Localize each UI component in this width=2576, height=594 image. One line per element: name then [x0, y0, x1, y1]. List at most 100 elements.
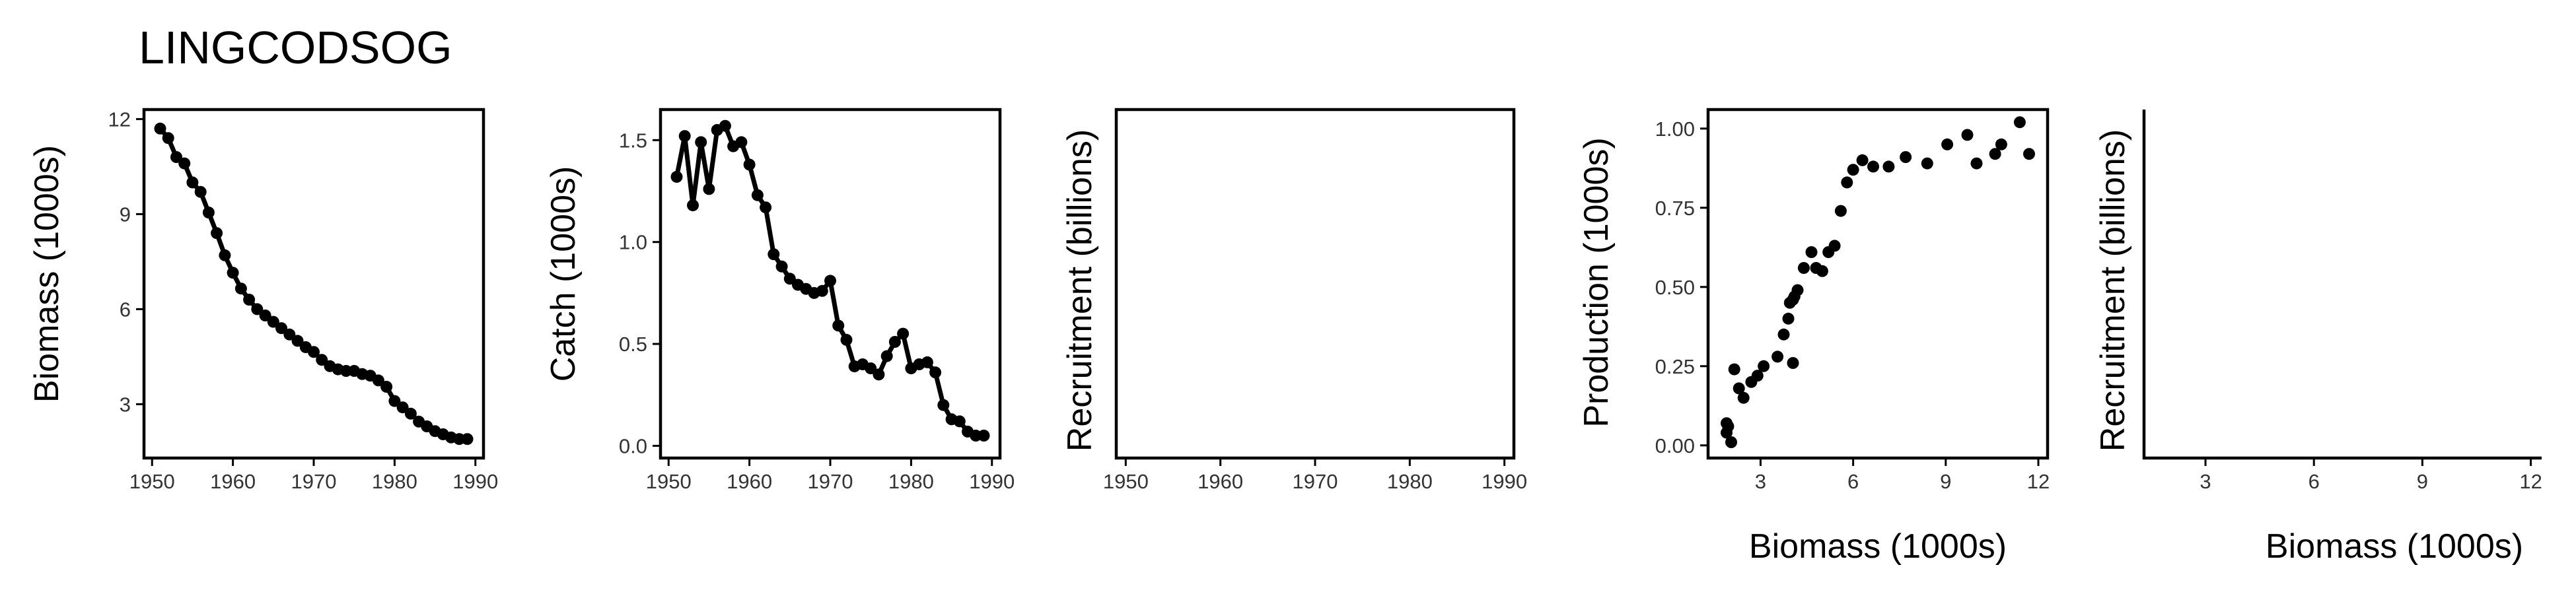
data-point — [202, 207, 215, 218]
data-point — [267, 315, 279, 328]
data-point — [1722, 420, 1735, 432]
data-point — [162, 132, 174, 145]
x-tick-label: 6 — [1847, 470, 1859, 493]
x-tick-label: 1990 — [452, 470, 498, 493]
data-point — [211, 227, 223, 240]
y-axis-title: Biomass (1000s) — [28, 145, 66, 403]
data-point — [243, 294, 256, 306]
chart-title: LINGCODSOG — [139, 22, 452, 73]
data-point — [832, 319, 845, 332]
series-line — [158, 126, 470, 442]
data-point — [1989, 148, 2001, 160]
data-point — [259, 310, 271, 321]
data-point — [743, 158, 756, 171]
data-point — [1828, 240, 1841, 252]
data-point — [1782, 312, 1795, 325]
x-tick-label: 1950 — [129, 470, 175, 493]
data-point — [978, 430, 990, 442]
data-point — [227, 267, 239, 279]
data-point — [873, 368, 885, 381]
data-point — [678, 130, 691, 143]
data-point — [921, 356, 933, 368]
data-point — [760, 201, 772, 214]
data-point — [1777, 328, 1790, 341]
data-point — [2023, 148, 2035, 160]
x-tick-label: 1960 — [727, 470, 772, 493]
y-tick-label: 0.25 — [1655, 355, 1695, 378]
data-point — [1961, 129, 1974, 141]
data-point — [1771, 350, 1784, 363]
data-point — [178, 157, 191, 170]
data-point — [703, 183, 715, 195]
y-tick-label: 9 — [120, 203, 131, 226]
x-tick-label: 12 — [2519, 470, 2542, 493]
data-point — [372, 374, 384, 387]
data-point — [719, 119, 731, 132]
x-tick-label: 1960 — [1198, 470, 1243, 493]
data-point — [751, 189, 764, 201]
data-point — [2013, 116, 2026, 129]
panel-catch: Catch (1000s) 1950 1960 1970 1980 1990 0.0 0.5… — [544, 108, 1015, 493]
data-point — [1900, 151, 1912, 163]
data-point — [1882, 160, 1895, 173]
data-point — [880, 350, 893, 362]
x-tick-label: 1960 — [210, 470, 256, 493]
data-point — [1733, 382, 1745, 395]
data-point — [219, 249, 231, 261]
data-point — [897, 327, 910, 340]
x-axis-title: Biomass (1000s) — [2266, 527, 2523, 566]
data-point — [1995, 138, 2007, 150]
y-axis-title: Recruitment (billions) — [1061, 129, 1099, 451]
data-point — [404, 407, 417, 420]
data-point — [937, 399, 950, 411]
data-point — [1970, 157, 1983, 170]
data-point — [1816, 265, 1828, 277]
data-point — [670, 170, 683, 183]
data-point — [888, 336, 901, 348]
data-point — [1856, 154, 1869, 166]
data-point — [783, 273, 796, 285]
data-point — [1751, 370, 1764, 382]
plot-frame — [1706, 108, 2050, 460]
y-tick-label: 3 — [120, 393, 131, 416]
x-tick-label: 1970 — [1293, 470, 1338, 493]
panel-biomass: Biomass (1000s) 1950 1960 1970 1980 1990 3 6 9 1… — [28, 108, 498, 493]
x-tick-label: 6 — [2308, 470, 2320, 493]
data-point — [687, 199, 699, 212]
y-axis-title: Catch (1000s) — [544, 166, 583, 382]
data-point — [1841, 176, 1853, 189]
y-tick-label: 0.0 — [619, 434, 647, 457]
x-tick-label: 3 — [2200, 470, 2211, 493]
x-tick-label: 1990 — [969, 470, 1015, 493]
data-point — [291, 335, 304, 347]
data-point — [953, 415, 966, 428]
data-point — [1725, 436, 1737, 448]
y-tick-label: 0.50 — [1655, 276, 1695, 299]
data-point — [840, 333, 853, 346]
x-tick-label: 9 — [1940, 470, 1951, 493]
plot-frame — [1114, 108, 1516, 460]
data-point — [816, 284, 828, 297]
data-point — [283, 328, 296, 341]
data-point — [154, 122, 166, 135]
x-tick-label: 1980 — [888, 470, 934, 493]
y-tick-label: 0.75 — [1655, 197, 1695, 220]
y-tick-label: 6 — [120, 298, 131, 321]
data-point — [1805, 246, 1818, 258]
y-tick-label: 1.5 — [619, 129, 647, 152]
x-tick-label: 3 — [1755, 470, 1766, 493]
y-tick-label: 1.00 — [1655, 117, 1695, 141]
data-point — [1737, 391, 1750, 404]
x-tick-label: 1980 — [372, 470, 417, 493]
data-point — [824, 275, 836, 287]
data-point — [1921, 157, 1933, 170]
panel-production: Production (1000s) Biomass (1000s) 3 6 9 12… — [1577, 108, 2050, 566]
x-tick-label: 1970 — [808, 470, 853, 493]
plot-axes — [2142, 110, 2542, 460]
data-point — [735, 136, 748, 148]
data-point — [775, 260, 788, 273]
data-point — [194, 185, 207, 198]
y-tick-label: 0.00 — [1655, 434, 1695, 457]
data-point — [1797, 262, 1810, 274]
data-point — [388, 395, 401, 407]
